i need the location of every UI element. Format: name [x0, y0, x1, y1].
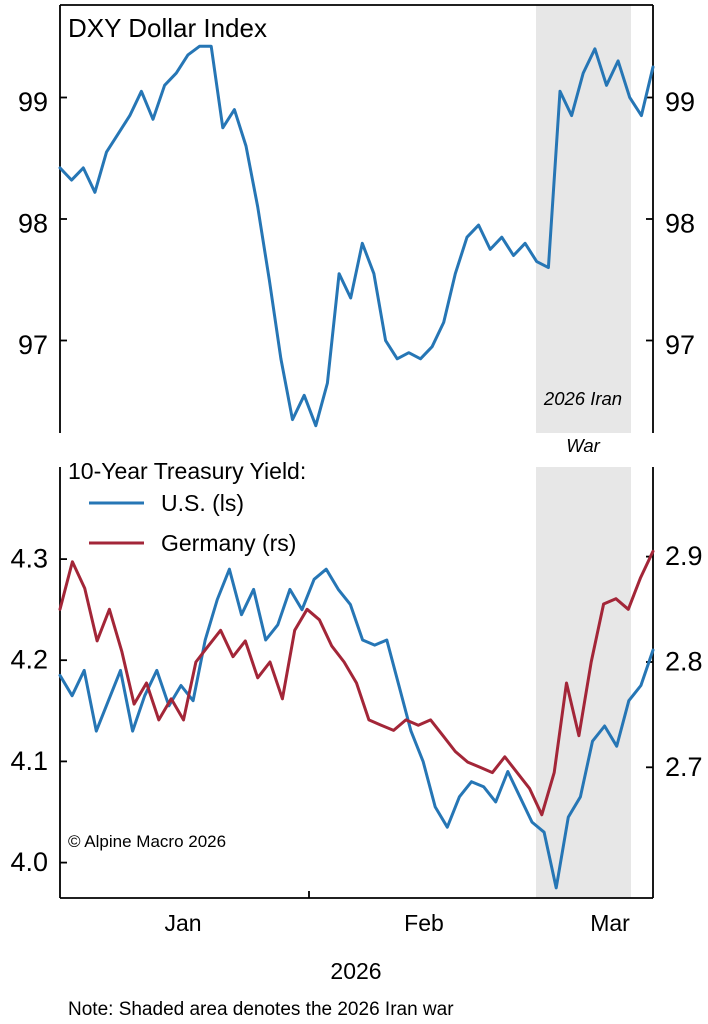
svg-text:U.S. (ls): U.S. (ls): [161, 490, 244, 516]
svg-text:98: 98: [18, 209, 48, 239]
svg-text:Feb: Feb: [404, 910, 444, 936]
svg-text:Germany (rs): Germany (rs): [161, 530, 296, 556]
svg-text:2.8: 2.8: [665, 647, 703, 677]
svg-text:97: 97: [665, 330, 695, 360]
svg-text:Note: Shaded area denotes the: Note: Shaded area denotes the 2026 Iran …: [68, 999, 454, 1020]
svg-text:4.2: 4.2: [10, 645, 48, 675]
svg-text:DXY Dollar Index: DXY Dollar Index: [68, 13, 267, 43]
svg-text:2026: 2026: [330, 958, 381, 984]
svg-text:4.0: 4.0: [10, 847, 48, 877]
svg-text:Jan: Jan: [164, 910, 201, 936]
svg-text:2.9: 2.9: [665, 541, 703, 571]
svg-text:© Alpine Macro 2026: © Alpine Macro 2026: [68, 832, 226, 851]
svg-text:War: War: [566, 435, 600, 456]
svg-text:2.7: 2.7: [665, 752, 703, 782]
svg-text:97: 97: [18, 330, 48, 360]
svg-text:Mar: Mar: [590, 910, 630, 936]
svg-text:99: 99: [665, 87, 695, 117]
svg-text:4.3: 4.3: [10, 544, 48, 574]
svg-text:10-Year Treasury Yield:: 10-Year Treasury Yield:: [68, 458, 306, 484]
svg-text:4.1: 4.1: [10, 746, 48, 776]
svg-text:99: 99: [18, 87, 48, 117]
svg-text:98: 98: [665, 209, 695, 239]
svg-text:2026 Iran: 2026 Iran: [543, 388, 622, 409]
